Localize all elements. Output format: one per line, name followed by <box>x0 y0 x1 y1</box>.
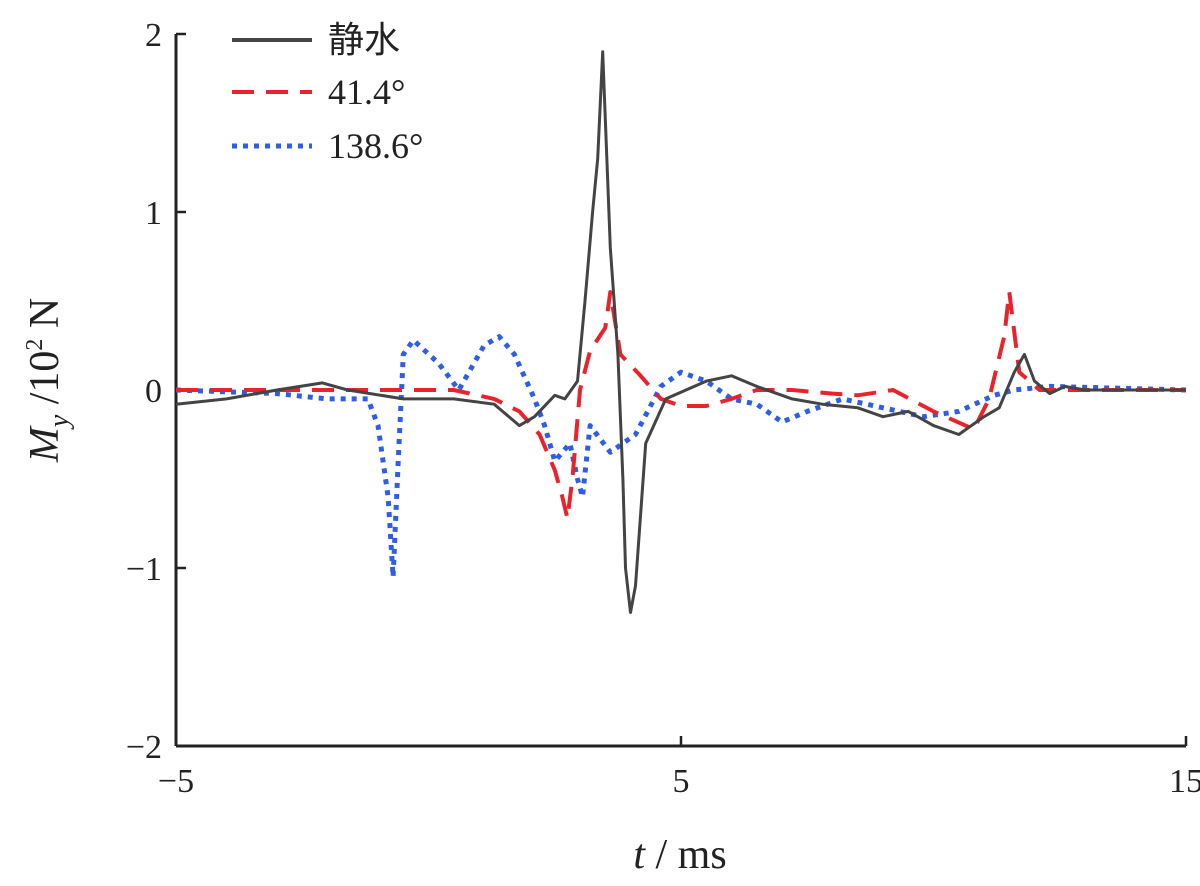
legend-label-0: 静水 <box>328 20 400 60</box>
series-line-0 <box>175 50 1186 614</box>
y-axis-label: My /102 N <box>22 298 75 463</box>
tick-labels: −2 −1 0 1 2 −5 5 15 <box>126 17 1200 800</box>
series-line-2 <box>175 334 1187 580</box>
series-line-1 <box>176 290 1186 521</box>
legend-label-1: 41.4° <box>328 72 405 112</box>
x-axis-label: t / ms <box>633 832 726 878</box>
legend: 静水 41.4° 138.6° <box>232 20 423 166</box>
series-layer <box>175 50 1187 614</box>
y-tick-label: 2 <box>145 17 162 54</box>
x-tick-label: −5 <box>158 763 194 800</box>
x-tick-label: 15 <box>1169 763 1200 800</box>
y-tick-label: −1 <box>126 551 162 588</box>
y-tick-label: 1 <box>145 195 162 232</box>
legend-label-2: 138.6° <box>328 126 423 166</box>
y-tick-label: 0 <box>145 373 162 410</box>
y-tick-label: −2 <box>126 729 162 766</box>
x-tick-label: 5 <box>673 763 690 800</box>
